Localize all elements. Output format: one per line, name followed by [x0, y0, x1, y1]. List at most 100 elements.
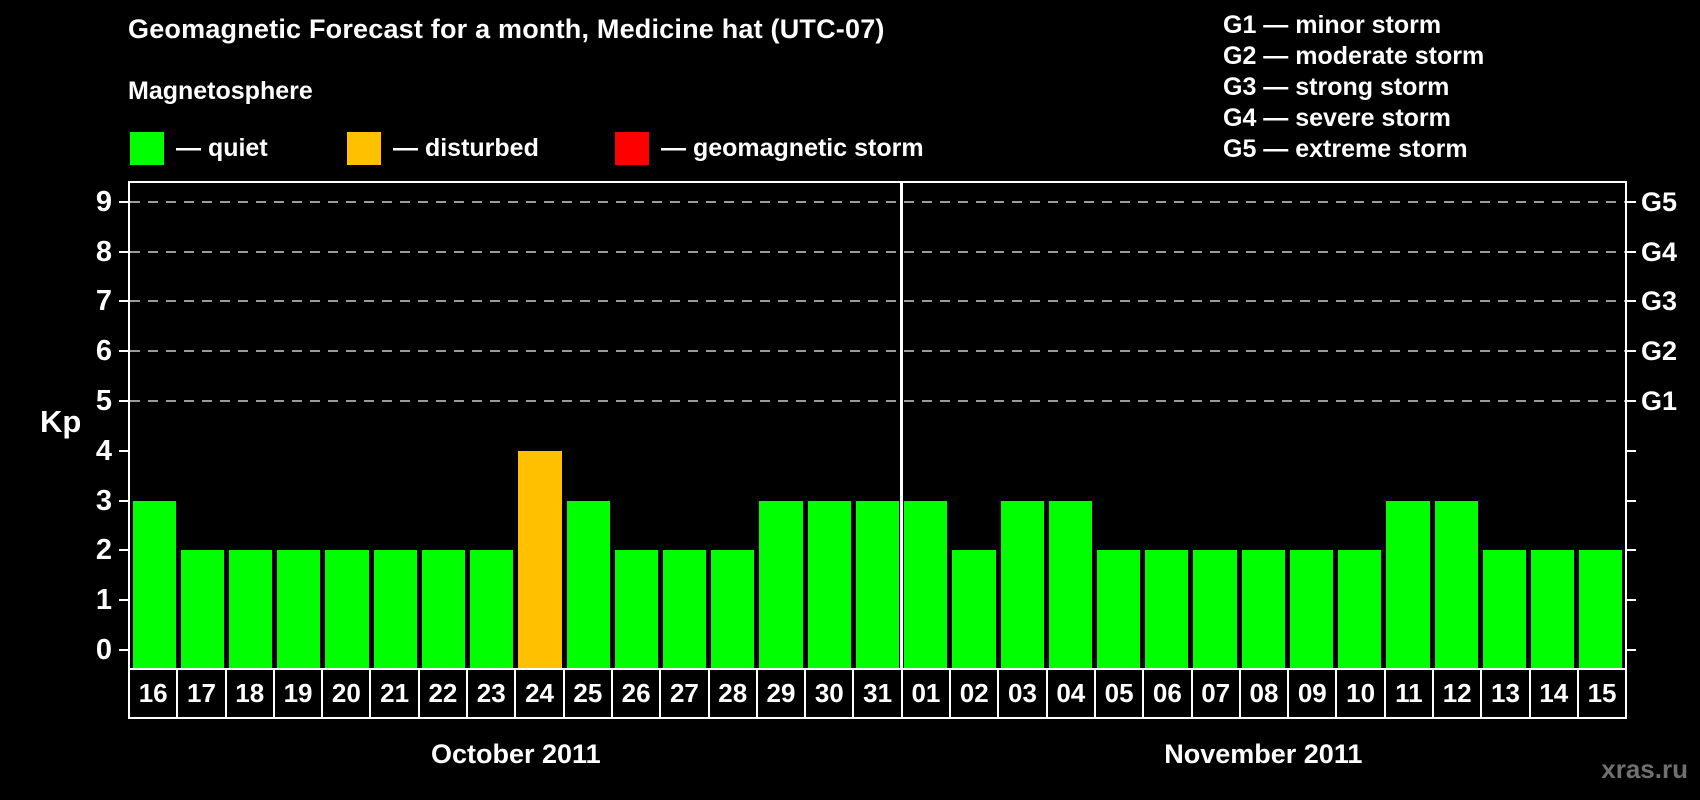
day-label-november-12: 12 — [1434, 670, 1483, 717]
day-label-november-11: 11 — [1386, 670, 1435, 717]
disturbed-swatch — [347, 132, 381, 165]
day-label-november-06: 06 — [1144, 670, 1193, 717]
left-axis-tick-kp1 — [119, 599, 130, 602]
left-axis-tick-kp8 — [119, 250, 130, 253]
plot-area — [128, 181, 1627, 670]
left-axis-tick-kp7 — [119, 300, 130, 303]
bar-october-30 — [807, 500, 851, 668]
bar-october-17 — [180, 550, 224, 668]
kp-tick-label-1: 1 — [95, 584, 112, 617]
right-axis-tick-kp4 — [1625, 449, 1636, 452]
bar-november-14 — [1531, 550, 1575, 668]
g-legend-item-G3: G3 — strong storm — [1223, 73, 1450, 101]
bar-november-11 — [1386, 500, 1430, 668]
bar-november-06 — [1145, 550, 1189, 668]
left-axis-tick-kp6 — [119, 350, 130, 353]
day-label-november-04: 04 — [1048, 670, 1096, 717]
bar-october-21 — [373, 550, 417, 668]
bar-november-15 — [1579, 550, 1623, 668]
day-label-october-17: 17 — [178, 670, 227, 717]
bar-november-01 — [904, 500, 948, 668]
gridline-kp9 — [130, 200, 1625, 203]
kp-tick-label-2: 2 — [95, 534, 112, 567]
bar-november-07 — [1193, 550, 1237, 668]
day-label-october-20: 20 — [323, 670, 372, 717]
bar-october-22 — [421, 550, 466, 668]
kp-tick-label-3: 3 — [95, 484, 112, 517]
g-axis-label-G2: G2 — [1641, 336, 1678, 367]
left-axis-tick-kp4 — [119, 449, 130, 452]
bar-october-25 — [566, 500, 610, 668]
right-axis-tick-kp7 — [1625, 300, 1636, 303]
right-axis-tick-kp1 — [1625, 599, 1636, 602]
day-label-october-26: 26 — [613, 670, 662, 717]
right-axis-tick-kp0 — [1625, 649, 1636, 651]
bar-october-18 — [228, 550, 273, 668]
day-label-november-07: 07 — [1193, 670, 1241, 717]
legend-label-storm: — geomagnetic storm — [661, 134, 924, 162]
day-label-october-30: 30 — [806, 670, 855, 717]
bar-october-24 — [518, 450, 562, 668]
bar-november-03 — [1000, 500, 1044, 668]
day-label-november-10: 10 — [1337, 670, 1386, 717]
right-axis-tick-kp8 — [1625, 250, 1636, 253]
month-separator-line — [900, 183, 904, 668]
bar-november-02 — [952, 550, 996, 668]
day-label-november-08: 08 — [1241, 670, 1290, 717]
right-axis-tick-kp2 — [1625, 549, 1636, 552]
bar-november-10 — [1338, 550, 1382, 668]
g-legend-item-G1: G1 — minor storm — [1223, 11, 1442, 39]
day-label-october-29: 29 — [758, 670, 807, 717]
day-label-november-01: 01 — [903, 670, 952, 717]
kp-tick-label-6: 6 — [95, 335, 112, 368]
bar-october-16 — [132, 500, 176, 668]
storm-swatch — [615, 132, 649, 165]
day-axis-row: 16 17 18 19 20 21 22 23 24 25 26 27 28 29 30 31 01 02 03 04… — [128, 668, 1627, 719]
chart-title: Geomagnetic Forecast for a month, Medici… — [128, 14, 885, 44]
g-legend-item-G5: G5 — extreme storm — [1223, 135, 1468, 163]
bar-november-12 — [1434, 500, 1478, 668]
kp-tick-label-9: 9 — [95, 185, 112, 218]
legend-item-storm: — geomagnetic storm — [615, 132, 924, 165]
legend-item-disturbed: — disturbed — [347, 132, 539, 165]
day-label-november-03: 03 — [999, 670, 1048, 717]
left-axis-tick-kp5 — [119, 400, 130, 402]
day-label-october-21: 21 — [371, 670, 420, 717]
left-axis-tick-kp2 — [119, 549, 130, 552]
bar-october-19 — [277, 550, 321, 668]
left-axis-tick-kp3 — [119, 499, 130, 502]
bar-november-04 — [1048, 500, 1092, 668]
gridline-kp7 — [130, 300, 1625, 303]
kp-tick-label-7: 7 — [95, 285, 112, 318]
bar-october-27 — [662, 550, 707, 668]
day-label-october-23: 23 — [468, 670, 517, 717]
quiet-swatch — [130, 132, 164, 165]
bar-november-09 — [1289, 550, 1334, 668]
day-label-october-22: 22 — [420, 670, 469, 717]
legend-label-disturbed: — disturbed — [393, 134, 539, 162]
day-label-october-18: 18 — [227, 670, 275, 717]
kp-tick-label-4: 4 — [95, 434, 112, 467]
day-label-november-02: 02 — [951, 670, 1000, 717]
bar-october-26 — [614, 550, 658, 668]
g-legend-item-G2: G2 — moderate storm — [1223, 42, 1485, 70]
kp-tick-label-8: 8 — [95, 235, 112, 268]
day-label-october-31: 31 — [854, 670, 903, 717]
kp-tick-label-5: 5 — [95, 385, 112, 417]
right-axis-tick-kp3 — [1625, 499, 1636, 502]
day-label-november-14: 14 — [1531, 670, 1579, 717]
month-label-november: November 2011 — [1164, 739, 1363, 769]
g-axis-label-G4: G4 — [1641, 236, 1678, 267]
left-axis-tick-kp9 — [119, 200, 130, 203]
bar-november-08 — [1241, 550, 1285, 668]
g-axis-label-G5: G5 — [1641, 186, 1678, 217]
kp-tick-label-0: 0 — [95, 634, 112, 666]
day-label-november-09: 09 — [1289, 670, 1338, 717]
right-axis-tick-kp6 — [1625, 350, 1636, 353]
watermark: xras.ru — [1601, 754, 1688, 784]
legend-item-quiet: — quiet — [130, 132, 268, 165]
month-label-october: October 2011 — [431, 739, 601, 769]
bar-november-05 — [1097, 550, 1141, 668]
kp-axis-label: Kp — [40, 404, 82, 439]
